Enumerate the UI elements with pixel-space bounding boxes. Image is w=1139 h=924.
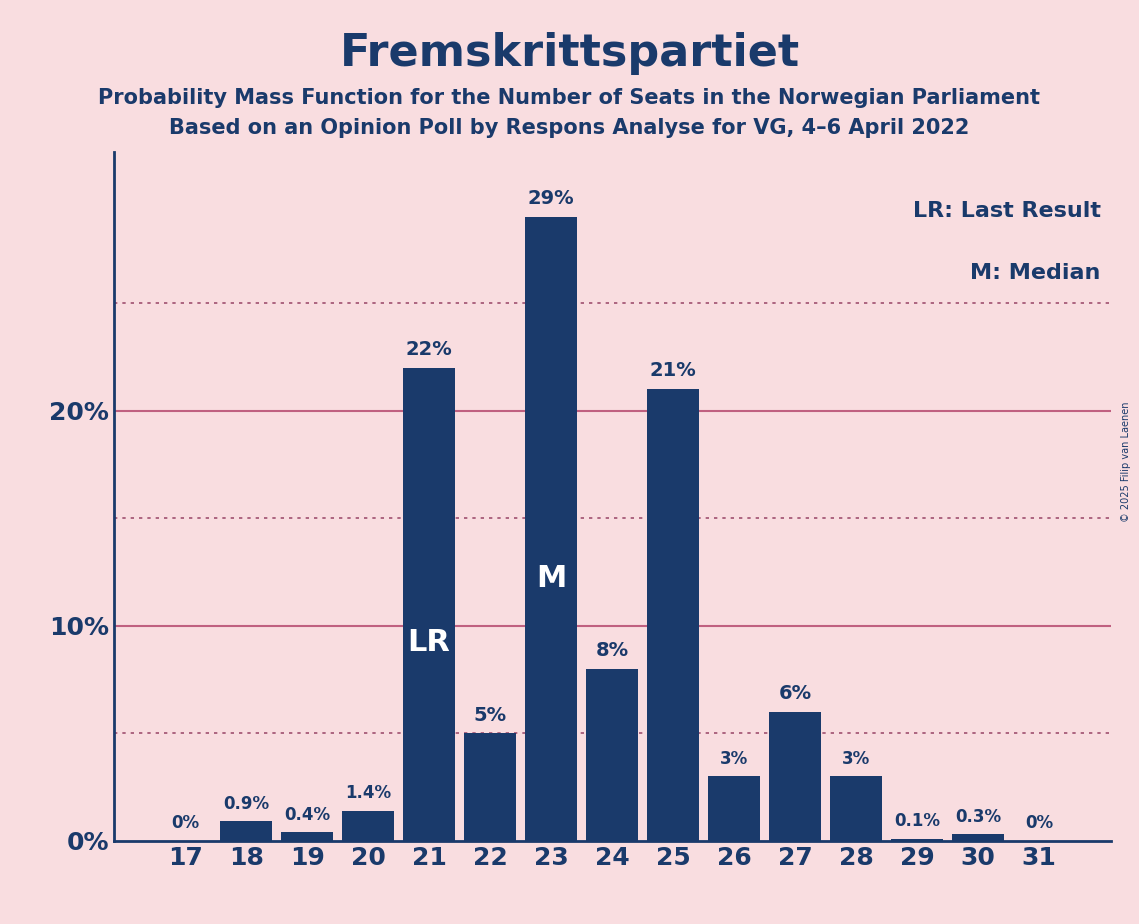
Text: 22%: 22% <box>405 340 452 359</box>
Bar <box>220 821 272 841</box>
Text: 3%: 3% <box>842 749 870 768</box>
Text: Probability Mass Function for the Number of Seats in the Norwegian Parliament: Probability Mass Function for the Number… <box>98 88 1041 108</box>
Text: 0.4%: 0.4% <box>284 806 330 823</box>
Text: LR: Last Result: LR: Last Result <box>912 201 1100 221</box>
Bar <box>342 810 394 841</box>
Bar <box>769 711 821 841</box>
Text: 1.4%: 1.4% <box>345 784 391 802</box>
Bar <box>708 776 760 841</box>
Text: 0%: 0% <box>1025 814 1054 833</box>
Text: 3%: 3% <box>720 749 748 768</box>
Text: 0.9%: 0.9% <box>223 795 269 813</box>
Text: 6%: 6% <box>779 684 812 703</box>
Bar <box>525 217 577 841</box>
Bar <box>281 833 333 841</box>
Bar <box>892 839 943 841</box>
Bar <box>830 776 883 841</box>
Text: 0%: 0% <box>171 814 199 833</box>
Text: 8%: 8% <box>596 641 629 660</box>
Bar <box>587 669 638 841</box>
Bar <box>647 389 699 841</box>
Text: 0.1%: 0.1% <box>894 812 941 830</box>
Text: M: M <box>536 565 566 593</box>
Text: M: Median: M: Median <box>970 262 1100 283</box>
Text: Based on an Opinion Poll by Respons Analyse for VG, 4–6 April 2022: Based on an Opinion Poll by Respons Anal… <box>170 118 969 139</box>
Text: 29%: 29% <box>527 189 574 209</box>
Bar <box>952 834 1005 841</box>
Text: 21%: 21% <box>650 361 697 381</box>
Text: © 2025 Filip van Laenen: © 2025 Filip van Laenen <box>1121 402 1131 522</box>
Text: LR: LR <box>408 627 451 657</box>
Text: Fremskrittspartiet: Fremskrittspartiet <box>339 32 800 76</box>
Bar <box>465 734 516 841</box>
Text: 5%: 5% <box>474 706 507 724</box>
Text: 0.3%: 0.3% <box>956 808 1001 826</box>
Bar <box>403 368 456 841</box>
